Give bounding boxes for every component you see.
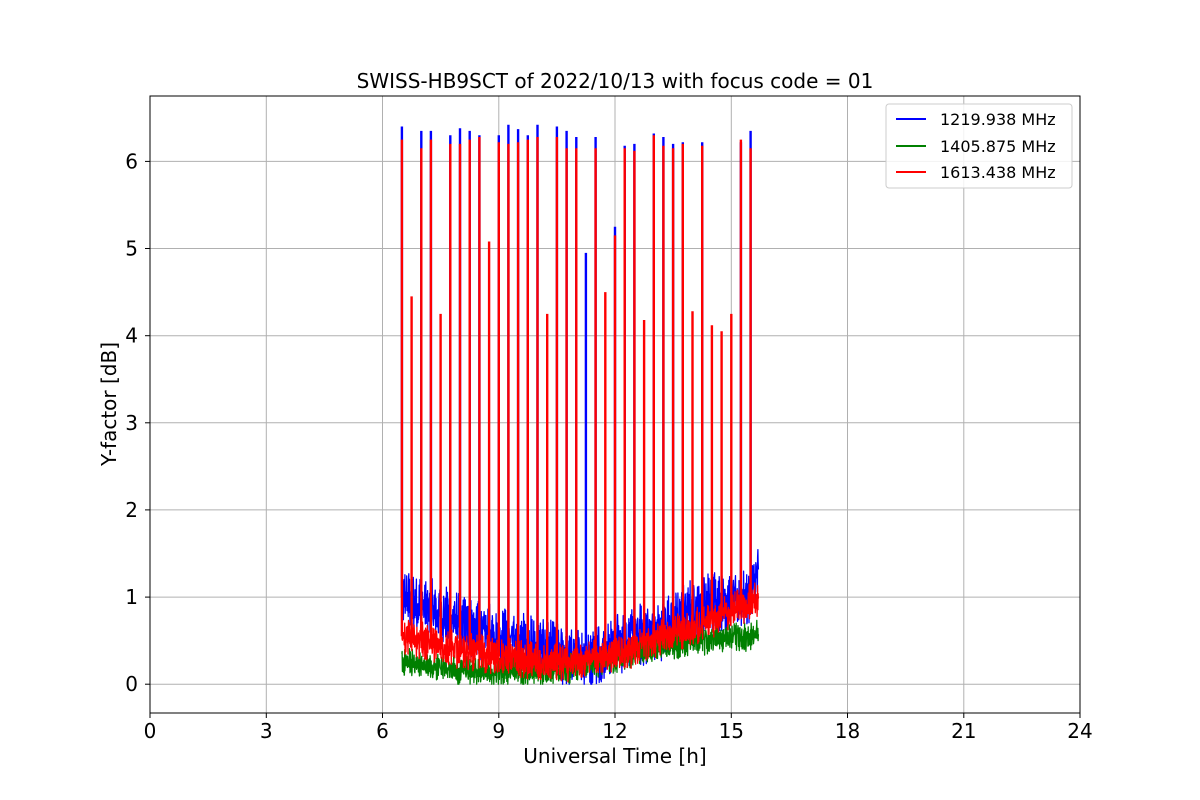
legend-label-1613: 1613.438 MHz	[940, 163, 1056, 182]
x-tick-label: 18	[835, 719, 860, 743]
x-tick-label: 15	[719, 719, 744, 743]
chart-title: SWISS-HB9SCT of 2022/10/13 with focus co…	[357, 69, 874, 93]
x-tick-label: 12	[602, 719, 627, 743]
y-tick-label: 4	[125, 324, 138, 348]
series-noise-line	[401, 581, 760, 683]
legend-label-1219: 1219.938 MHz	[940, 110, 1056, 129]
x-tick-label: 6	[376, 719, 389, 743]
legend-label-1405: 1405.875 MHz	[940, 137, 1056, 156]
legend: 1219.938 MHz 1405.875 MHz 1613.438 MHz	[885, 103, 1073, 189]
legend-box	[885, 103, 1073, 189]
y-tick-label: 0	[125, 672, 138, 696]
x-tick-label: 9	[492, 719, 505, 743]
y-axis-label: Y-factor [dB]	[97, 342, 121, 467]
plot-series	[400, 124, 760, 685]
x-tick-label: 21	[951, 719, 976, 743]
y-tick-label: 5	[125, 237, 138, 261]
x-tick-label: 3	[260, 719, 273, 743]
x-axis-label: Universal Time [h]	[523, 744, 706, 768]
x-tick-label: 0	[144, 719, 157, 743]
y-tick-label: 1	[125, 585, 138, 609]
y-tick-label: 3	[125, 411, 138, 435]
x-tick-label: 24	[1067, 719, 1092, 743]
y-tick-label: 6	[125, 149, 138, 173]
y-tick-label: 2	[125, 498, 138, 522]
